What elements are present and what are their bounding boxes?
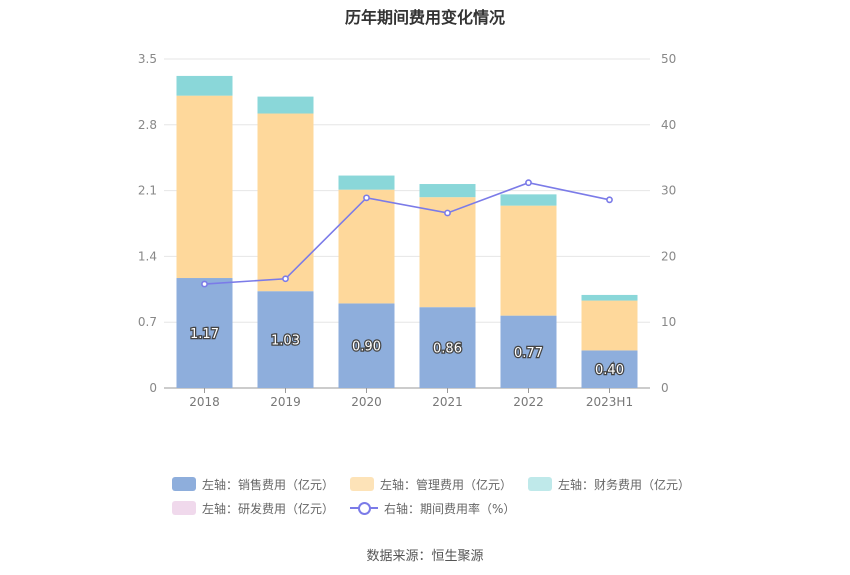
legend-swatch-finance <box>528 477 553 491</box>
x-tick-label: 2022 <box>513 395 544 409</box>
bar-segment <box>500 194 557 206</box>
legend-swatch-rate <box>350 501 379 515</box>
bar-data-label: 0.77 <box>514 346 543 361</box>
y-left-tick-label: 0 <box>149 381 157 395</box>
bar-segment <box>419 307 476 388</box>
bar-data-label: 1.17 <box>190 327 219 342</box>
x-tick-label: 2019 <box>270 395 301 409</box>
bar-data-label: 0.40 <box>595 363 624 378</box>
legend-label-finance: 左轴：财务费用（亿元） <box>558 477 691 492</box>
x-tick-label: 2023H1 <box>586 395 633 409</box>
bar-segment <box>338 189 395 304</box>
bar-segment <box>581 294 638 301</box>
y-left-tick-label: 0.7 <box>138 315 157 329</box>
bar-segment <box>581 350 638 388</box>
rate-point <box>282 275 289 283</box>
bar-segment <box>500 205 557 316</box>
y-right-tick-label: 50 <box>661 52 676 66</box>
rate-point <box>606 196 613 204</box>
bar-segment <box>500 315 557 388</box>
legend-swatch-rnd <box>172 501 196 515</box>
x-tick-label: 2020 <box>351 395 382 409</box>
rate-line <box>204 181 610 285</box>
rate-point <box>201 280 208 288</box>
rate-point <box>363 194 370 202</box>
bar-data-label: 1.03 <box>271 334 300 349</box>
legend: 左轴：销售费用（亿元） 左轴：管理费用（亿元） 左轴：财务费用（亿元） 左轴：研… <box>172 472 732 520</box>
x-tick-label: 2018 <box>189 395 220 409</box>
bar-segment <box>338 303 395 388</box>
legend-item-admin[interactable]: 左轴：管理费用（亿元） <box>350 476 512 493</box>
legend-row-1: 左轴：销售费用（亿元） 左轴：管理费用（亿元） 左轴：财务费用（亿元） <box>172 472 732 496</box>
bar-data-label: 0.90 <box>352 340 381 355</box>
rate-point <box>444 209 451 217</box>
rate-point <box>525 179 532 187</box>
bar-segment <box>176 95 233 279</box>
legend-item-rate[interactable]: 右轴：期间费用率（%） <box>350 500 515 517</box>
bar-segment <box>257 96 314 114</box>
chart-canvas: 0 0.7 1.4 2.1 2.8 3.5 0 10 20 30 40 50 2018 2019 2020 2… <box>138 52 676 409</box>
bar-segment <box>581 300 638 351</box>
legend-item-finance[interactable]: 左轴：财务费用（亿元） <box>528 476 690 493</box>
chart-title: 历年期间费用变化情况 <box>344 8 505 27</box>
y-left-tick-label: 2.1 <box>138 184 157 198</box>
source-note: 数据来源：恒生聚源 <box>366 549 484 564</box>
legend-item-sales[interactable]: 左轴：销售费用（亿元） <box>172 476 334 493</box>
legend-item-rnd[interactable]: 左轴：研发费用（亿元） <box>172 500 334 517</box>
legend-swatch-sales <box>172 477 196 491</box>
bar-data-label: 0.86 <box>433 342 462 357</box>
legend-label-rnd: 左轴：研发费用（亿元） <box>202 501 335 516</box>
legend-label-sales: 左轴：销售费用（亿元） <box>202 477 335 492</box>
bar-segment <box>257 113 314 292</box>
y-right-tick-label: 40 <box>661 118 676 132</box>
bar-segment <box>338 175 395 190</box>
y-right-tick-label: 0 <box>661 381 669 395</box>
y-right-tick-label: 10 <box>661 315 676 329</box>
bar-segment <box>419 184 476 198</box>
y-left-tick-label: 3.5 <box>138 52 157 66</box>
bar-segment <box>176 75 233 96</box>
legend-label-rate: 右轴：期间费用率（%） <box>384 501 516 516</box>
y-left-tick-label: 2.8 <box>138 118 157 132</box>
x-tick-label: 2021 <box>432 395 463 409</box>
legend-row-2: 左轴：研发费用（亿元） 右轴：期间费用率（%） <box>172 496 732 520</box>
y-left-tick-label: 1.4 <box>138 249 157 263</box>
bar-segment <box>257 291 314 388</box>
legend-swatch-admin <box>350 477 375 491</box>
bar-segment <box>176 278 233 388</box>
y-right-tick-label: 20 <box>661 249 676 263</box>
y-right-tick-label: 30 <box>661 184 676 198</box>
legend-label-admin: 左轴：管理费用（亿元） <box>380 477 513 492</box>
